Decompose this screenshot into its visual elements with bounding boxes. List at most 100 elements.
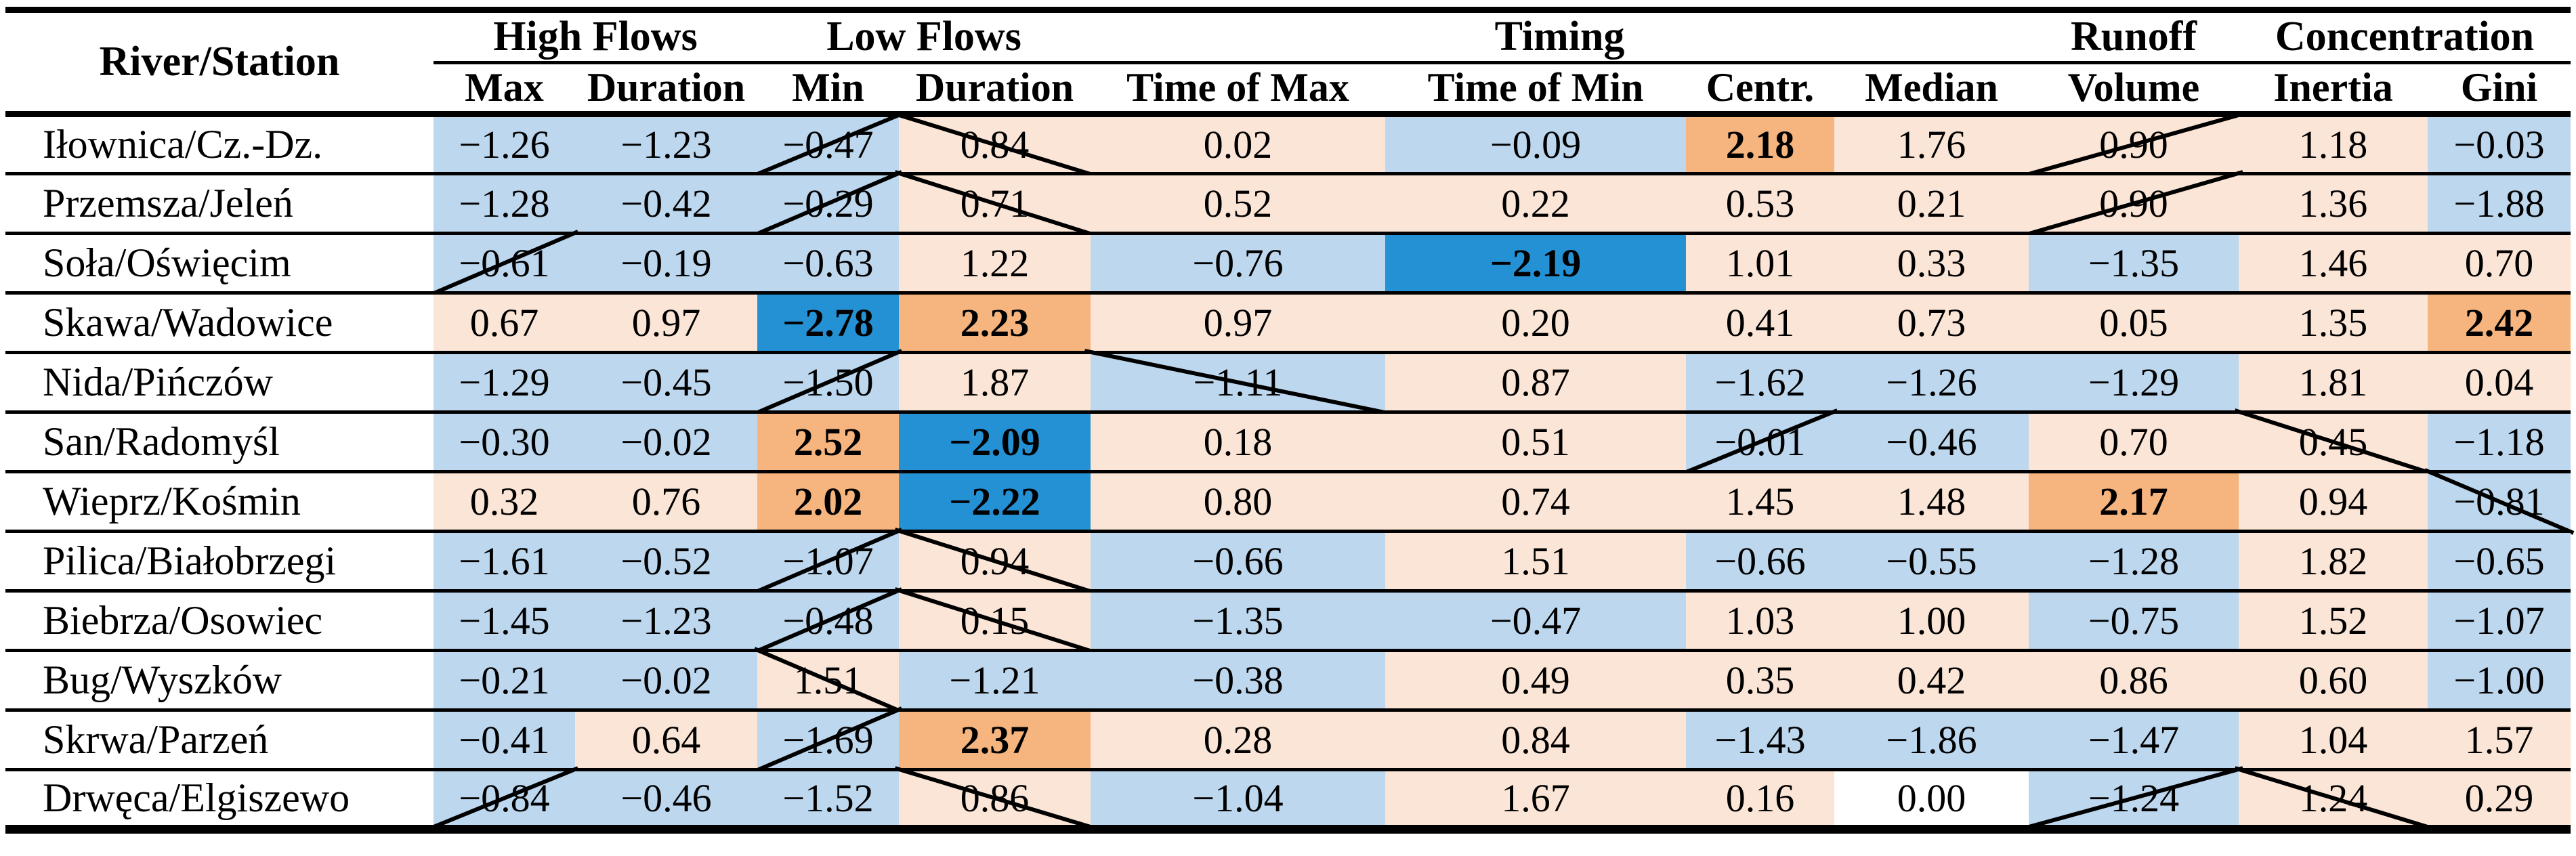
cell-value: 0.33	[1897, 241, 1966, 285]
cell-value: −1.45	[459, 599, 550, 643]
table-header: River/Station High Flows Low Flows Timing R…	[5, 9, 2571, 117]
cell-value: 0.74	[1501, 479, 1570, 523]
cell-value: −0.01	[1714, 420, 1806, 464]
value-cell: −0.55	[1834, 530, 2029, 591]
value-cell: 2.02	[757, 470, 899, 532]
station-name: Nida/Pińczów	[5, 351, 434, 412]
cell-value: −0.03	[2453, 123, 2545, 167]
cell-value: −0.21	[459, 658, 550, 702]
header-column-row: Max Duration Min Duration Time of Max Time of…	[5, 62, 2571, 117]
cell-value: −2.09	[949, 420, 1040, 464]
value-cell: −0.76	[1091, 232, 1386, 293]
cell-value: 0.87	[1501, 360, 1570, 404]
cell-value: −0.09	[1490, 123, 1582, 167]
value-cell: 0.70	[2029, 410, 2239, 472]
cell-value: −1.43	[1714, 718, 1806, 762]
value-cell: −1.23	[575, 114, 757, 174]
value-cell: −0.47	[757, 114, 899, 174]
value-cell: −0.52	[575, 530, 757, 591]
group-header-concentration: Concentration	[2239, 9, 2571, 64]
cell-value: −0.29	[782, 181, 874, 226]
column-header-inertia: Inertia	[2239, 62, 2428, 117]
value-cell: 0.52	[1091, 172, 1386, 234]
value-cell: 0.29	[2428, 768, 2571, 830]
value-cell: −0.29	[757, 174, 899, 234]
value-cell: 0.86	[899, 770, 1091, 830]
cell-value: 0.32	[469, 479, 539, 523]
value-cell: −1.21	[899, 649, 1091, 710]
cell-value: 0.73	[1897, 301, 1966, 345]
value-cell: 1.51	[757, 651, 899, 710]
cell-value: 1.76	[1897, 123, 1966, 167]
value-cell: 0.87	[1385, 351, 1687, 412]
cell-value: 2.42	[2464, 301, 2534, 345]
value-cell: 1.36	[2239, 172, 2428, 234]
value-cell: 0.45	[2239, 412, 2428, 472]
value-cell: −1.62	[1686, 351, 1835, 412]
value-cell: 1.03	[1686, 589, 1835, 651]
value-cell: −0.01	[1686, 412, 1834, 472]
value-cell: 0.00	[1834, 768, 2029, 830]
cell-value: −0.19	[620, 241, 712, 285]
value-cell: 1.76	[1834, 114, 2029, 174]
column-header-time-of-min: Time of Min	[1385, 62, 1687, 117]
cell-value: 1.52	[2298, 599, 2368, 643]
cell-value: 0.35	[1725, 658, 1795, 702]
value-cell: −0.48	[757, 591, 899, 651]
value-cell: 1.46	[2239, 232, 2428, 293]
value-cell: −1.26	[434, 114, 575, 174]
cell-value: 0.94	[960, 539, 1030, 583]
value-cell: 1.87	[899, 351, 1091, 412]
cell-value: 1.03	[1725, 599, 1795, 643]
cell-value: −0.41	[459, 718, 550, 762]
value-cell: 0.04	[2428, 351, 2571, 412]
value-cell: 2.42	[2428, 291, 2571, 353]
value-cell: −0.03	[2428, 114, 2571, 174]
cell-value: 0.97	[1203, 301, 1273, 345]
cell-value: 0.42	[1897, 658, 1966, 702]
value-cell: −1.52	[757, 768, 899, 830]
value-cell: −1.18	[2428, 410, 2571, 472]
value-cell: 0.71	[899, 174, 1091, 234]
value-cell: 0.53	[1686, 172, 1835, 234]
value-cell: −1.28	[434, 172, 575, 234]
value-cell: 0.97	[575, 291, 757, 353]
value-cell: −2.09	[899, 410, 1091, 472]
value-cell: −0.21	[434, 649, 575, 710]
cell-value: 0.05	[2099, 301, 2168, 345]
value-cell: −1.23	[575, 589, 757, 651]
cell-value: 2.23	[960, 301, 1030, 345]
cell-value: −0.46	[1886, 420, 1977, 464]
value-cell: 0.94	[2239, 470, 2428, 532]
value-cell: 1.81	[2239, 351, 2428, 412]
cell-value: 0.45	[2298, 420, 2368, 464]
value-cell: 0.33	[1834, 232, 2029, 293]
station-name: Soła/Oświęcim	[5, 232, 434, 293]
cell-value: 1.57	[2464, 718, 2534, 762]
column-header-min: Min	[757, 62, 899, 117]
value-cell: 2.18	[1686, 114, 1835, 174]
cell-value: −1.04	[1192, 776, 1284, 820]
cell-value: −1.62	[1714, 360, 1806, 404]
cell-value: −1.00	[2453, 658, 2545, 702]
value-cell: −0.46	[1834, 410, 2029, 472]
cell-value: 0.60	[2298, 658, 2368, 702]
cell-value: −0.76	[1192, 241, 1284, 285]
value-cell: 1.67	[1385, 768, 1687, 830]
cell-value: −1.11	[1193, 360, 1283, 404]
cell-value: 0.71	[960, 181, 1030, 226]
table-row: Drwęca/Elgiszewo −0.84 −0.46 −1.52 0.86 −1.04…	[5, 770, 2571, 830]
group-header-low-flows: Low Flows	[757, 9, 1091, 64]
cell-value: 0.64	[631, 718, 701, 762]
value-cell: −0.66	[1686, 530, 1835, 591]
cell-value: 2.37	[960, 718, 1030, 762]
cell-value: −1.23	[620, 599, 712, 643]
station-name: Skrwa/Parzeń	[5, 708, 434, 770]
cell-value: 0.90	[2099, 123, 2168, 167]
table-row: San/Radomyśl −0.30 −0.02 2.52 −2.09 0.18 0.51 −…	[5, 412, 2571, 472]
cell-value: 1.51	[793, 658, 863, 702]
cell-value: 0.41	[1725, 301, 1795, 345]
value-cell: 1.18	[2239, 114, 2428, 174]
value-cell: −0.42	[575, 172, 757, 234]
cell-value: 1.24	[2298, 776, 2368, 820]
